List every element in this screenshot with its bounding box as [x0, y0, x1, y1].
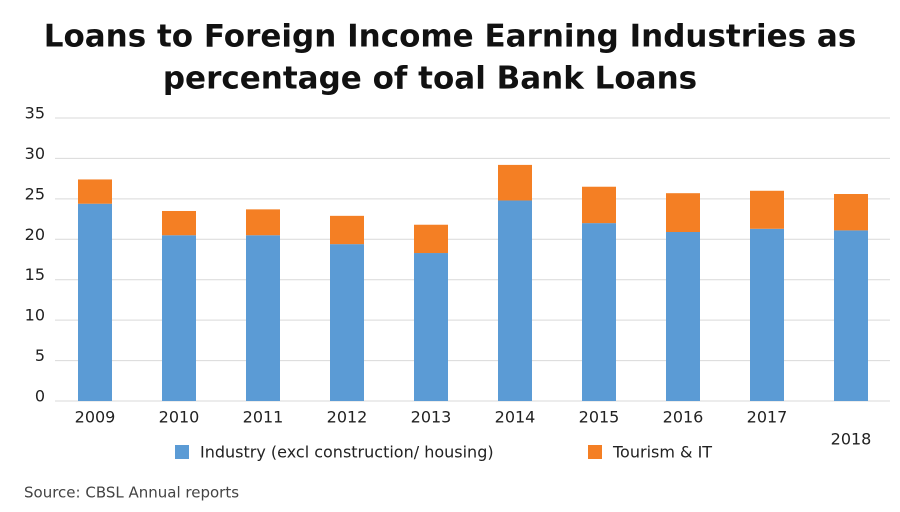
bar-segment — [498, 164, 532, 201]
y-tick-label: 30 — [25, 144, 45, 163]
y-tick-label: 10 — [25, 306, 45, 325]
bar-segment — [582, 223, 616, 401]
bar-segment — [78, 203, 112, 401]
x-tick-label: 2013 — [411, 408, 452, 427]
chart-title: percentage of toal Bank Loans — [163, 61, 697, 97]
chart-title: Loans to Foreign Income Earning Industri… — [44, 19, 857, 55]
y-tick-label: 15 — [25, 265, 45, 284]
y-tick-label: 20 — [25, 225, 45, 244]
legend-swatch — [175, 445, 189, 459]
bar-segment — [834, 194, 868, 231]
y-tick-label: 25 — [25, 184, 45, 203]
bar-segment — [750, 228, 784, 401]
bar-segment — [162, 210, 196, 236]
x-tick-label: 2018 — [831, 430, 872, 449]
bar-segment — [834, 230, 868, 401]
bar-segment — [750, 190, 784, 229]
legend-swatch — [588, 445, 602, 459]
y-tick-label: 0 — [35, 387, 45, 406]
bar-segment — [330, 244, 364, 401]
x-tick-label: 2009 — [75, 408, 116, 427]
bar-segment — [498, 200, 532, 401]
bar-segment — [666, 232, 700, 401]
bar-segment — [414, 224, 448, 254]
x-tick-label: 2014 — [495, 408, 536, 427]
source-note: Source: CBSL Annual reports — [24, 484, 239, 502]
bar-segment — [414, 253, 448, 401]
bar-segment — [162, 235, 196, 401]
bar-segment — [666, 193, 700, 233]
legend-label: Tourism & IT — [612, 443, 712, 462]
x-tick-label: 2015 — [579, 408, 620, 427]
bar-segment — [330, 215, 364, 245]
y-tick-label: 35 — [25, 104, 45, 123]
x-tick-label: 2012 — [327, 408, 368, 427]
bar-segment — [246, 235, 280, 401]
bar-segment — [582, 186, 616, 224]
x-tick-label: 2016 — [663, 408, 704, 427]
y-tick-label: 5 — [35, 346, 45, 365]
bar-segment — [246, 209, 280, 236]
x-tick-label: 2010 — [159, 408, 200, 427]
legend-label: Industry (excl construction/ housing) — [200, 443, 494, 462]
x-tick-label: 2017 — [747, 408, 788, 427]
x-tick-label: 2011 — [243, 408, 284, 427]
bar-segment — [78, 179, 112, 204]
